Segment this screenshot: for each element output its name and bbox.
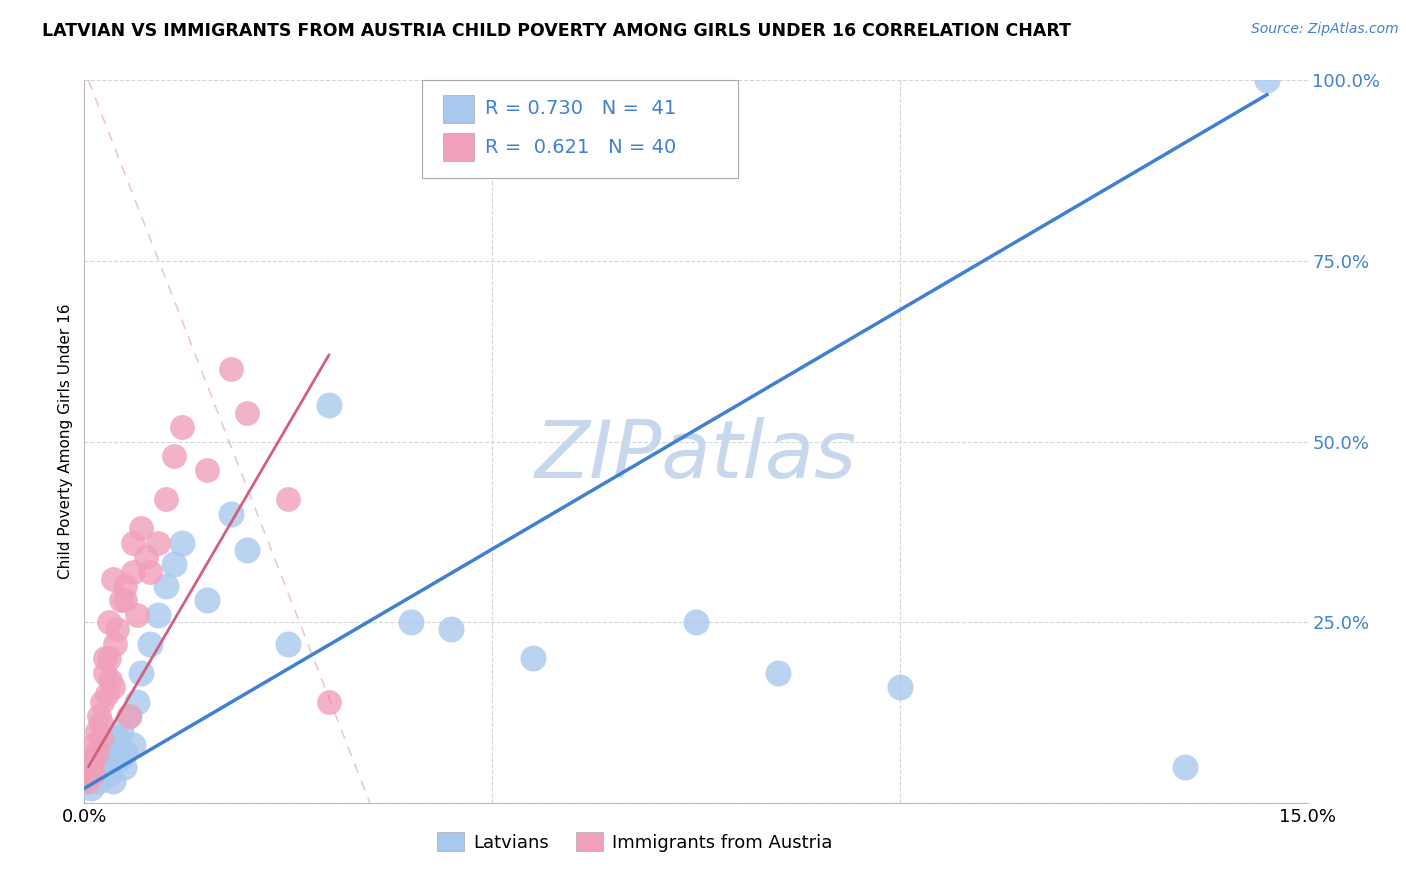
Point xyxy=(399,615,422,630)
Point xyxy=(82,738,104,752)
Point xyxy=(277,492,299,507)
Point xyxy=(100,673,122,687)
Point xyxy=(93,738,115,752)
Point xyxy=(122,535,145,549)
Point xyxy=(155,579,177,593)
Point xyxy=(77,774,100,789)
Point xyxy=(1174,760,1197,774)
Point xyxy=(195,593,218,607)
Point xyxy=(219,362,242,376)
Point xyxy=(86,745,108,759)
Point xyxy=(105,731,128,745)
Point xyxy=(101,680,124,694)
Point xyxy=(80,760,103,774)
Point xyxy=(82,767,104,781)
Point xyxy=(146,607,169,622)
Point xyxy=(163,558,186,572)
Point xyxy=(110,723,132,738)
Point xyxy=(104,745,127,759)
Point xyxy=(101,774,124,789)
Point xyxy=(93,651,115,665)
Point xyxy=(90,716,112,731)
Point xyxy=(522,651,544,665)
Point xyxy=(127,695,149,709)
Point xyxy=(86,723,108,738)
Point xyxy=(87,709,110,723)
Point xyxy=(138,637,160,651)
Point xyxy=(83,760,105,774)
Point xyxy=(82,767,104,781)
Point xyxy=(155,492,177,507)
Point xyxy=(90,731,112,745)
Point xyxy=(131,521,153,535)
Point xyxy=(236,406,259,420)
Point xyxy=(685,615,707,630)
Point xyxy=(277,637,299,651)
Point xyxy=(97,651,120,665)
Point xyxy=(122,738,145,752)
Point xyxy=(118,709,141,723)
Point xyxy=(100,752,122,766)
Point xyxy=(138,565,160,579)
Text: LATVIAN VS IMMIGRANTS FROM AUSTRIA CHILD POVERTY AMONG GIRLS UNDER 16 CORRELATIO: LATVIAN VS IMMIGRANTS FROM AUSTRIA CHILD… xyxy=(42,22,1071,40)
Point xyxy=(318,695,340,709)
Point xyxy=(114,745,136,759)
Point xyxy=(96,687,118,701)
Text: ZIPatlas: ZIPatlas xyxy=(534,417,858,495)
Point xyxy=(96,760,118,774)
Point xyxy=(172,420,194,434)
Point xyxy=(91,695,114,709)
Text: Source: ZipAtlas.com: Source: ZipAtlas.com xyxy=(1251,22,1399,37)
Y-axis label: Child Poverty Among Girls Under 16: Child Poverty Among Girls Under 16 xyxy=(58,304,73,579)
Point xyxy=(112,760,135,774)
Point xyxy=(766,665,789,680)
Point xyxy=(114,579,136,593)
Point xyxy=(440,623,463,637)
Point xyxy=(80,781,103,796)
Legend: Latvians, Immigrants from Austria: Latvians, Immigrants from Austria xyxy=(430,824,839,859)
Point xyxy=(318,398,340,412)
Point xyxy=(1256,73,1278,87)
Point xyxy=(101,572,124,586)
Point xyxy=(131,665,153,680)
Point xyxy=(86,752,108,766)
Point xyxy=(107,752,129,766)
Point xyxy=(146,535,169,549)
Point xyxy=(172,535,194,549)
Point xyxy=(77,774,100,789)
Point xyxy=(219,507,242,521)
Point xyxy=(118,709,141,723)
Point xyxy=(87,774,110,789)
Point xyxy=(195,463,218,477)
Point xyxy=(114,593,136,607)
Point xyxy=(104,637,127,651)
Point xyxy=(91,745,114,759)
Point xyxy=(135,550,157,565)
Point xyxy=(83,752,105,766)
Point xyxy=(163,449,186,463)
Point xyxy=(122,565,145,579)
Point xyxy=(105,623,128,637)
Text: R = 0.730   N =  41: R = 0.730 N = 41 xyxy=(485,99,676,119)
Point xyxy=(97,615,120,630)
Point xyxy=(889,680,911,694)
Point xyxy=(236,542,259,557)
Point xyxy=(110,593,132,607)
Point xyxy=(90,760,112,774)
Point xyxy=(97,767,120,781)
Point xyxy=(127,607,149,622)
Text: R =  0.621   N = 40: R = 0.621 N = 40 xyxy=(485,137,676,157)
Point xyxy=(93,665,115,680)
